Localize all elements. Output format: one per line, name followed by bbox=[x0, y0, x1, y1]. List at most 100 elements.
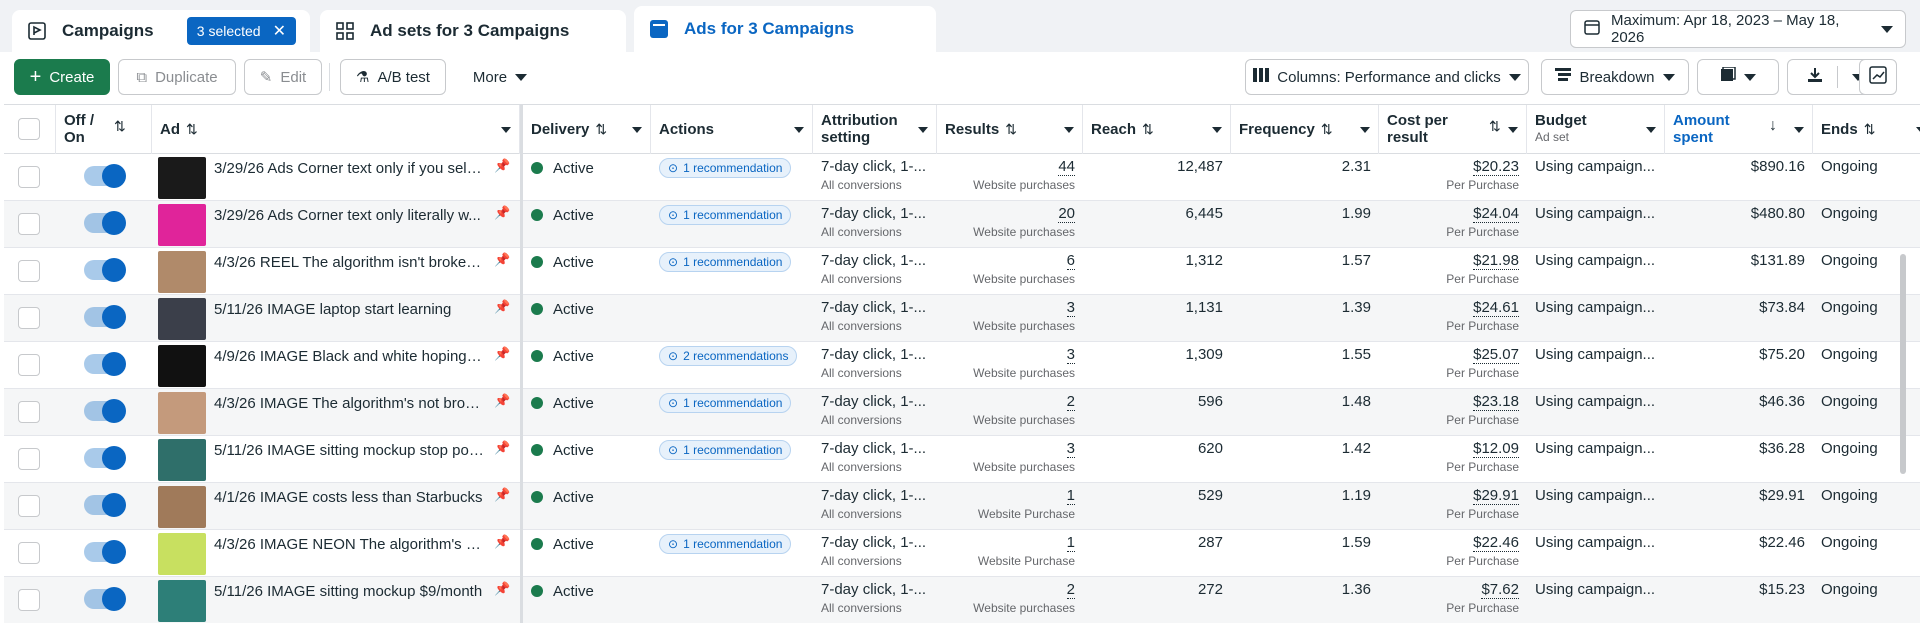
table-row[interactable]: 4/3/26 IMAGE The algorithm's not brok...… bbox=[4, 389, 1920, 436]
budget-value[interactable]: Using campaign... bbox=[1535, 534, 1656, 551]
budget-value[interactable]: Using campaign... bbox=[1535, 487, 1656, 504]
more-button[interactable]: More bbox=[458, 59, 542, 95]
sort-icon[interactable]: ⇅ bbox=[1863, 121, 1876, 137]
ad-toggle[interactable] bbox=[102, 399, 126, 423]
ad-thumbnail[interactable] bbox=[158, 251, 206, 293]
chevron-down-icon[interactable] bbox=[794, 127, 804, 133]
chevron-down-icon[interactable] bbox=[1916, 127, 1920, 133]
date-range-picker[interactable]: Maximum: Apr 18, 2023 – May 18, 2026 bbox=[1570, 10, 1906, 48]
clear-selection-icon[interactable]: ✕ bbox=[272, 23, 286, 40]
budget-value[interactable]: Using campaign... bbox=[1535, 440, 1656, 457]
table-row[interactable]: 5/11/26 IMAGE sitting mockup $9/month 📌 Ac… bbox=[4, 577, 1920, 623]
ad-toggle[interactable] bbox=[102, 211, 126, 235]
sort-icon[interactable]: ⇅ bbox=[595, 121, 608, 137]
tab-ad-sets[interactable]: Ad sets for 3 Campaigns bbox=[320, 10, 626, 52]
results-value[interactable]: 20 bbox=[1058, 205, 1075, 223]
col-frequency[interactable]: Frequency ⇅ bbox=[1231, 105, 1379, 154]
ad-thumbnail[interactable] bbox=[158, 392, 206, 434]
row-checkbox[interactable] bbox=[18, 401, 40, 423]
cost-per-result-value[interactable]: $22.46 bbox=[1473, 534, 1519, 552]
selected-pill[interactable]: 3 selected ✕ bbox=[186, 17, 296, 45]
budget-value[interactable]: Using campaign... bbox=[1535, 581, 1656, 598]
pin-icon[interactable]: 📌 bbox=[494, 581, 511, 596]
columns-button[interactable]: Columns: Performance and clicks bbox=[1245, 59, 1529, 95]
row-checkbox[interactable] bbox=[18, 448, 40, 470]
results-value[interactable]: 2 bbox=[1066, 393, 1075, 411]
ad-name[interactable]: 5/11/26 IMAGE sitting mockup stop pos... bbox=[214, 442, 484, 459]
budget-value[interactable]: Using campaign... bbox=[1535, 205, 1656, 222]
ad-toggle[interactable] bbox=[102, 352, 126, 376]
cost-per-result-value[interactable]: $20.23 bbox=[1473, 158, 1519, 176]
chevron-down-icon[interactable] bbox=[918, 127, 928, 133]
ab-test-button[interactable]: ⚗ A/B test bbox=[340, 59, 446, 95]
chevron-down-icon[interactable] bbox=[1360, 127, 1370, 133]
charts-button[interactable] bbox=[1859, 59, 1897, 95]
chevron-down-icon[interactable] bbox=[1646, 127, 1656, 133]
sort-icon[interactable]: ⇅ bbox=[1005, 121, 1017, 137]
pin-icon[interactable]: 📌 bbox=[494, 346, 511, 361]
budget-value[interactable]: Using campaign... bbox=[1535, 299, 1656, 316]
results-value[interactable]: 1 bbox=[1066, 487, 1075, 505]
row-checkbox[interactable] bbox=[18, 354, 40, 376]
ad-thumbnail[interactable] bbox=[158, 439, 206, 481]
sort-icon[interactable]: ⇅ bbox=[1320, 121, 1333, 137]
col-results[interactable]: Results ⇅ bbox=[937, 105, 1083, 154]
recommendation-badge[interactable]: ⊙ 1 recommendation bbox=[659, 252, 792, 272]
row-checkbox[interactable] bbox=[18, 542, 40, 564]
results-value[interactable]: 3 bbox=[1066, 440, 1075, 458]
ad-thumbnail[interactable] bbox=[158, 157, 206, 199]
budget-value[interactable]: Using campaign... bbox=[1535, 346, 1656, 363]
table-row[interactable]: 4/1/26 IMAGE costs less than Starbucks 📌 A… bbox=[4, 483, 1920, 530]
duplicate-button[interactable]: ⧉ Duplicate bbox=[118, 59, 236, 95]
chevron-down-icon[interactable] bbox=[501, 127, 511, 133]
ad-name[interactable]: 4/1/26 IMAGE costs less than Starbucks bbox=[214, 489, 483, 506]
create-button[interactable]: + Create bbox=[14, 59, 110, 95]
col-attribution[interactable]: Attribution setting bbox=[813, 105, 937, 154]
row-checkbox[interactable] bbox=[18, 260, 40, 282]
reports-button[interactable] bbox=[1697, 59, 1779, 95]
select-all-checkbox[interactable] bbox=[18, 118, 40, 140]
budget-value[interactable]: Using campaign... bbox=[1535, 158, 1656, 175]
ad-toggle[interactable] bbox=[102, 493, 126, 517]
cost-per-result-value[interactable]: $23.18 bbox=[1473, 393, 1519, 411]
breakdown-button[interactable]: Breakdown bbox=[1541, 59, 1689, 95]
ad-toggle[interactable] bbox=[102, 446, 126, 470]
ad-toggle[interactable] bbox=[102, 540, 126, 564]
table-row[interactable]: 4/3/26 IMAGE NEON The algorithm's n... 📌 A… bbox=[4, 530, 1920, 577]
cost-per-result-value[interactable]: $7.62 bbox=[1481, 581, 1519, 599]
col-reach[interactable]: Reach ⇅ bbox=[1083, 105, 1231, 154]
cost-per-result-value[interactable]: $24.04 bbox=[1473, 205, 1519, 223]
budget-value[interactable]: Using campaign... bbox=[1535, 393, 1656, 410]
tab-campaigns[interactable]: Campaigns 3 selected ✕ bbox=[12, 10, 310, 52]
pin-icon[interactable]: 📌 bbox=[494, 487, 511, 502]
col-actions[interactable]: Actions bbox=[651, 105, 813, 154]
budget-value[interactable]: Using campaign... bbox=[1535, 252, 1656, 269]
ad-thumbnail[interactable] bbox=[158, 533, 206, 575]
col-ends[interactable]: Ends ⇅ bbox=[1813, 105, 1920, 154]
chevron-down-icon[interactable] bbox=[1794, 127, 1804, 133]
col-cost-per-result[interactable]: Cost per result ⇅ bbox=[1379, 105, 1527, 154]
sort-icon[interactable]: ⇅ bbox=[1489, 118, 1501, 134]
ad-name[interactable]: 5/11/26 IMAGE laptop start learning bbox=[214, 301, 452, 318]
pin-icon[interactable]: 📌 bbox=[494, 205, 511, 220]
ad-thumbnail[interactable] bbox=[158, 486, 206, 528]
vertical-scrollbar[interactable] bbox=[1900, 254, 1906, 474]
ad-toggle[interactable] bbox=[102, 164, 126, 188]
ad-name[interactable]: 5/11/26 IMAGE sitting mockup $9/month bbox=[214, 583, 483, 600]
pin-icon[interactable]: 📌 bbox=[494, 534, 511, 549]
row-checkbox[interactable] bbox=[18, 589, 40, 611]
col-delivery[interactable]: Delivery ⇅ bbox=[523, 105, 651, 154]
ad-name[interactable]: 4/3/26 IMAGE The algorithm's not brok... bbox=[214, 395, 484, 412]
cost-per-result-value[interactable]: $24.61 bbox=[1473, 299, 1519, 317]
results-value[interactable]: 3 bbox=[1066, 299, 1075, 317]
edit-button[interactable]: ✎ Edit bbox=[244, 59, 322, 95]
table-row[interactable]: 4/3/26 REEL The algorithm isn't broken..… bbox=[4, 248, 1920, 295]
row-checkbox[interactable] bbox=[18, 166, 40, 188]
recommendation-badge[interactable]: ⊙ 1 recommendation bbox=[659, 393, 792, 413]
cost-per-result-value[interactable]: $12.09 bbox=[1473, 440, 1519, 458]
pin-icon[interactable]: 📌 bbox=[494, 252, 511, 267]
table-row[interactable]: 5/11/26 IMAGE laptop start learning 📌 Acti… bbox=[4, 295, 1920, 342]
pin-icon[interactable]: 📌 bbox=[494, 393, 511, 408]
col-budget[interactable]: Budget Ad set bbox=[1527, 105, 1665, 154]
pin-icon[interactable]: 📌 bbox=[494, 158, 511, 173]
